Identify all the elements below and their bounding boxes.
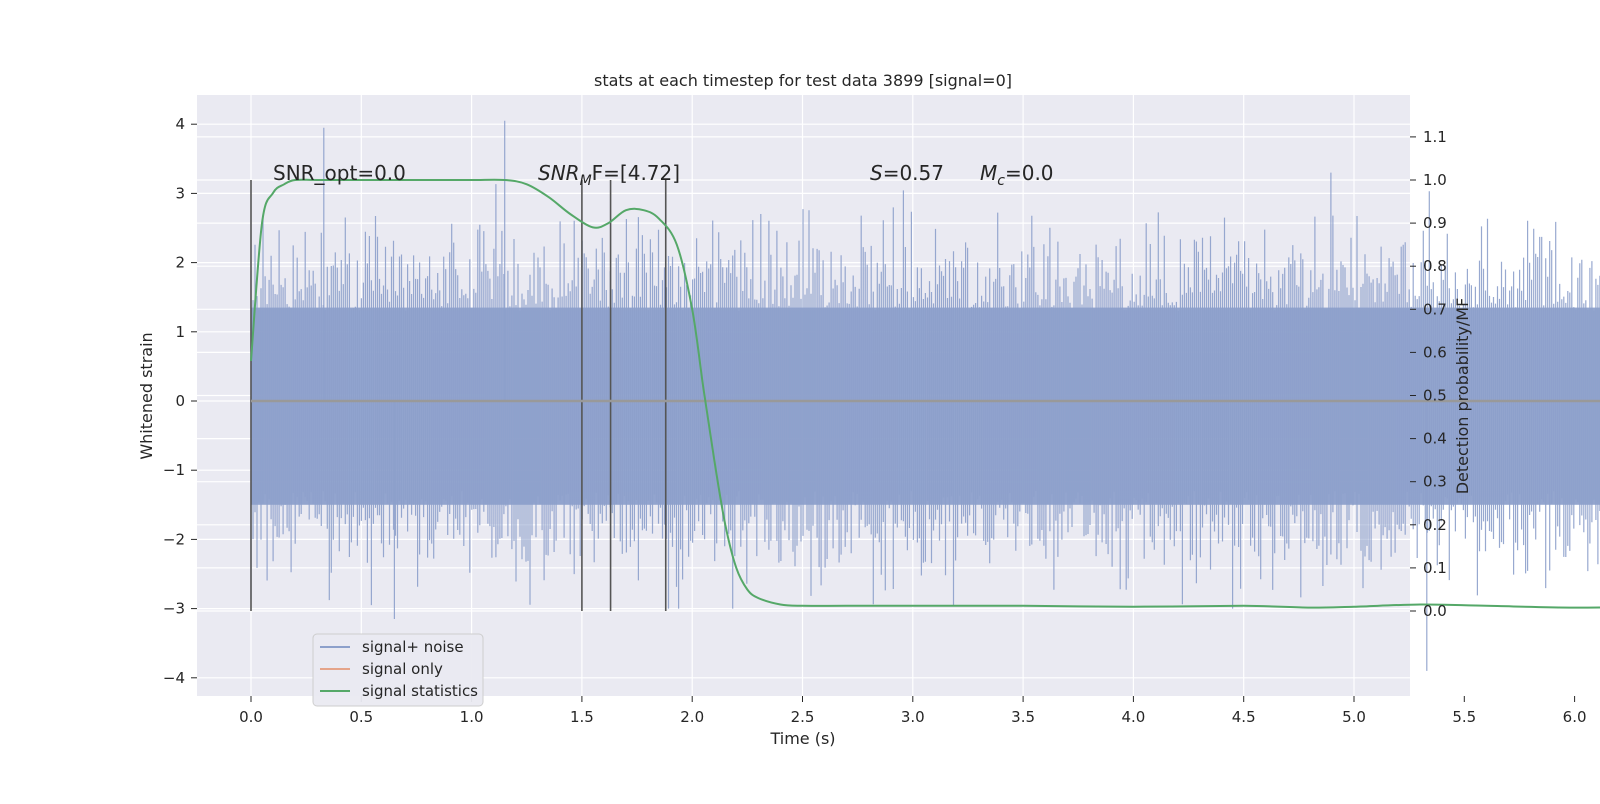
y-ticks: 4 3 2 1 0 −1 −2 −3 −4 [163, 115, 197, 687]
x-axis-label: Time (s) [769, 729, 835, 748]
y2-tick-label: 0.0 [1423, 602, 1447, 620]
x-tick-label: 0.0 [239, 708, 263, 726]
y-tick-label: 0 [175, 392, 185, 410]
y-tick-label: 3 [175, 184, 185, 202]
y2-tick-label: 0.8 [1423, 257, 1447, 275]
x-ticks: 0.00.51.01.52.02.53.03.54.04.55.05.56.06… [239, 696, 1587, 726]
legend-label-noise: signal+ noise [362, 638, 464, 656]
annotation-s-main: S [870, 161, 883, 185]
annotation-s: S=0.57 [870, 161, 944, 185]
statistics-line [250, 178, 1600, 609]
y2-tick-label: 0.5 [1423, 387, 1447, 405]
y-tick-label: −1 [163, 461, 185, 479]
annotation-snr-mf-main: SNR [538, 161, 580, 185]
y2-tick-label: 0.3 [1423, 473, 1447, 491]
annotation-mc-rest: =0.0 [1005, 161, 1054, 185]
x-tick-label: 1.5 [570, 708, 594, 726]
annotation-snr-mf-rest: F=[4.72] [592, 161, 680, 185]
y-tick-label: 1 [175, 323, 185, 341]
y2-ticks: 1.1 1.0 0.9 0.8 0.7 0.6 0.5 0.4 0.3 0.2 0.1 0.0 [1410, 128, 1447, 620]
y2-tick-label: 0.7 [1423, 300, 1447, 318]
vertical-markers [250, 180, 667, 611]
annotation-mc-sub: c [997, 173, 1005, 189]
noise-series [250, 120, 1600, 671]
y2-tick-label: 1.1 [1423, 128, 1447, 146]
legend-box [312, 633, 484, 707]
x-tick-label: 4.0 [1121, 708, 1145, 726]
y-tick-label: −2 [163, 530, 185, 548]
y-tick-label: 2 [175, 254, 185, 272]
x-tick-label: 5.0 [1342, 708, 1366, 726]
x-tick-label: 1.0 [460, 708, 484, 726]
x-tick-label: 6.0 [1563, 708, 1587, 726]
y2-axis-label: Detection probability/MF [1453, 298, 1472, 495]
y2-tick-label: 0.4 [1423, 430, 1447, 448]
x-tick-label: 0.5 [349, 708, 373, 726]
legend: signal+ noise signal only signal statist… [312, 633, 484, 707]
legend-label-statistics: signal statistics [362, 682, 478, 700]
y2-tick-label: 0.2 [1423, 516, 1447, 534]
legend-label-signal: signal only [362, 660, 443, 678]
annotation-snr-mf: SNRMF=[4.72] [538, 161, 680, 189]
annotation-mc-main: M [980, 161, 997, 185]
annotation-snr-opt: SNR_opt=0.0 [273, 161, 406, 185]
y2-tick-label: 0.1 [1423, 559, 1447, 577]
y2-tick-label: 1.0 [1423, 171, 1447, 189]
x-tick-label: 5.5 [1452, 708, 1476, 726]
statistics-series [250, 178, 1600, 609]
y-tick-label: −4 [163, 669, 185, 687]
x-tick-label: 4.5 [1232, 708, 1256, 726]
annotation-s-rest: =0.57 [883, 161, 944, 185]
x-tick-label: 3.5 [1011, 708, 1035, 726]
y-axis-label: Whitened strain [137, 332, 156, 459]
y-tick-label: −3 [163, 600, 185, 618]
x-tick-label: 2.0 [680, 708, 704, 726]
y-tick-label: 4 [175, 115, 185, 133]
annotation-mc: Mc=0.0 [980, 161, 1054, 189]
annotation-snr-mf-sub: M [580, 173, 592, 189]
y2-tick-label: 0.9 [1423, 214, 1447, 232]
chart-title: stats at each timestep for test data 389… [594, 71, 1012, 90]
x-tick-label: 3.0 [901, 708, 925, 726]
y2-tick-label: 0.6 [1423, 343, 1447, 361]
x-tick-label: 2.5 [791, 708, 815, 726]
